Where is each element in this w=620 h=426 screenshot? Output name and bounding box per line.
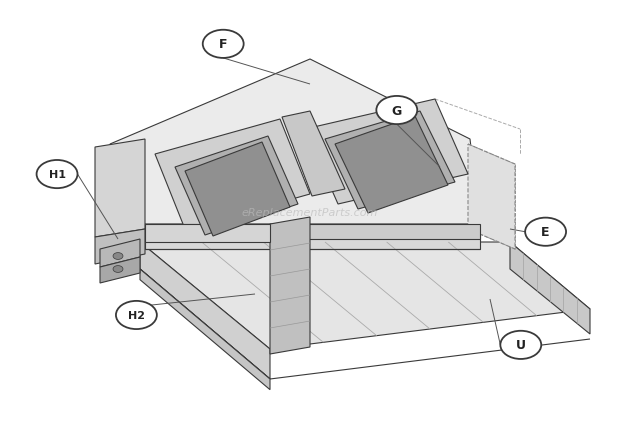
Polygon shape [140,242,590,349]
Text: eReplacementParts.com: eReplacementParts.com [242,208,378,218]
Circle shape [113,253,123,260]
Polygon shape [305,100,468,204]
Polygon shape [185,143,290,236]
Circle shape [203,31,244,59]
Text: H1: H1 [48,170,66,180]
Text: G: G [392,104,402,117]
Circle shape [37,161,78,189]
Polygon shape [150,225,480,239]
Polygon shape [282,112,345,196]
Text: E: E [541,226,550,239]
Polygon shape [110,60,480,225]
Polygon shape [335,117,448,213]
Polygon shape [140,269,270,390]
Polygon shape [145,225,270,242]
Polygon shape [155,120,310,230]
Polygon shape [145,225,480,249]
Text: U: U [516,339,526,351]
Circle shape [525,218,566,246]
Polygon shape [468,145,515,249]
Polygon shape [325,112,455,210]
Polygon shape [270,218,310,354]
Polygon shape [175,137,298,236]
Polygon shape [510,242,590,334]
Text: F: F [219,38,228,51]
Circle shape [500,331,541,359]
Circle shape [113,266,123,273]
Text: H2: H2 [128,310,145,320]
Polygon shape [100,257,140,283]
Polygon shape [95,140,145,237]
Circle shape [116,301,157,329]
Polygon shape [140,242,270,379]
Polygon shape [95,230,145,265]
Circle shape [376,97,417,125]
Polygon shape [100,239,140,268]
